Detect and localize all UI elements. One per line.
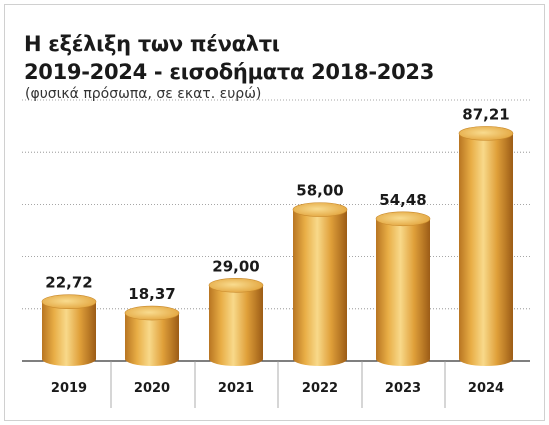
category-label: 2024 bbox=[468, 381, 504, 396]
bar-2023: 54,48 bbox=[375, 191, 431, 366]
category-label: 2022 bbox=[302, 381, 338, 396]
bar-body bbox=[293, 209, 347, 366]
category-labels: 2019 2020 2021 2022 2023 2024 bbox=[51, 381, 504, 396]
bars: 22,72 18,37 29,00 58,00 54,48 87,21 bbox=[41, 105, 514, 366]
chart-subtitle: (φυσικά πρόσωπα, σε εκατ. ευρώ) bbox=[25, 86, 262, 102]
bar-2019: 22,72 bbox=[41, 274, 97, 366]
category-label: 2020 bbox=[134, 381, 170, 396]
value-label: 87,21 bbox=[462, 105, 509, 123]
value-label: 29,00 bbox=[212, 257, 259, 275]
bar-body bbox=[42, 301, 96, 366]
chart-title-line2: 2019-2024 - εισοδήματα 2018-2023 bbox=[24, 60, 435, 84]
bar-body bbox=[125, 313, 179, 366]
category-label: 2021 bbox=[218, 381, 254, 396]
value-label: 22,72 bbox=[45, 274, 92, 292]
bar-top-cap bbox=[208, 278, 264, 293]
chart-title-line1: Η εξέλιξη των πέναλτι bbox=[24, 32, 280, 56]
value-label: 18,37 bbox=[128, 285, 175, 303]
bar-top-cap bbox=[292, 202, 348, 217]
bar-2022: 58,00 bbox=[292, 182, 348, 366]
bar-2021: 29,00 bbox=[208, 257, 264, 366]
value-label: 54,48 bbox=[379, 191, 426, 209]
category-label: 2019 bbox=[51, 381, 87, 396]
category-label: 2023 bbox=[385, 381, 421, 396]
bar-body bbox=[209, 285, 263, 366]
bar-top-cap bbox=[124, 305, 180, 321]
bar-body bbox=[376, 218, 430, 366]
bar-top-cap bbox=[375, 211, 431, 227]
bar-2020: 18,37 bbox=[124, 285, 180, 366]
bar-top-cap bbox=[41, 294, 97, 310]
value-label: 58,00 bbox=[296, 182, 343, 200]
bar-top-cap bbox=[458, 126, 514, 141]
bar-body bbox=[459, 133, 513, 366]
bar-2024: 87,21 bbox=[458, 105, 514, 366]
grid-lines bbox=[22, 99, 530, 408]
